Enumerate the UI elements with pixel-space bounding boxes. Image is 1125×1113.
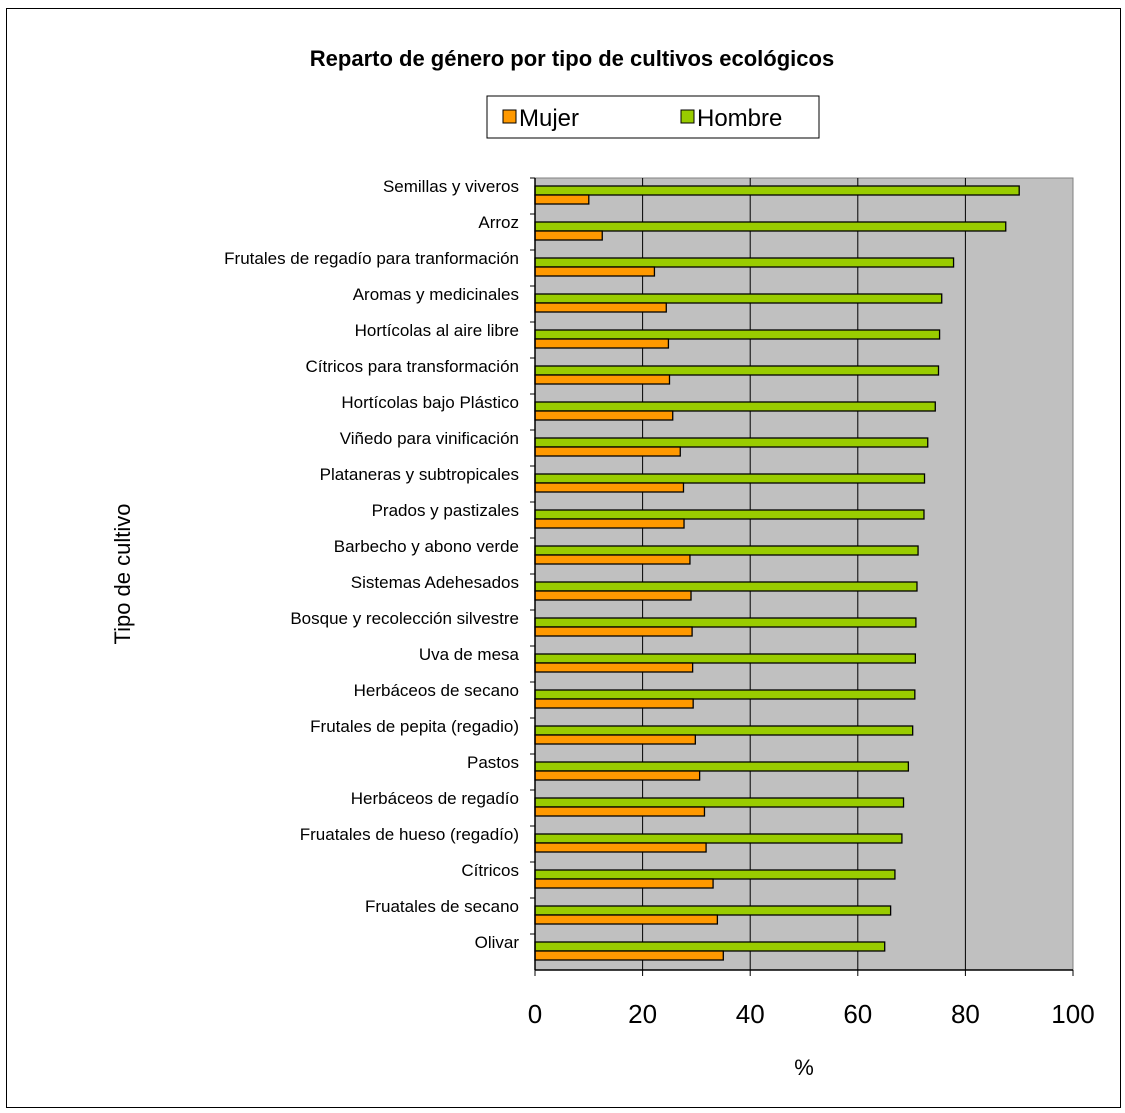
bar-hombre [534, 293, 943, 304]
bar-mujer [534, 626, 693, 637]
bar-hombre [534, 941, 886, 952]
category-label: Plataneras y subtropicales [320, 465, 519, 484]
bar-hombre [534, 545, 919, 556]
x-tick-label: 80 [951, 999, 980, 1029]
category-label: Aromas y medicinales [353, 285, 519, 304]
bar-hombre [534, 905, 892, 916]
legend-swatch-hombre [680, 109, 695, 124]
legend-swatch-mujer [502, 109, 517, 124]
bar-mujer [534, 590, 692, 601]
bar-mujer [534, 698, 694, 709]
bar-mujer [534, 842, 707, 853]
x-tick-label: 100 [1051, 999, 1094, 1029]
category-label: Pastos [467, 753, 519, 772]
bar-hombre [534, 257, 955, 268]
category-label: Olivar [475, 933, 520, 952]
bar-mujer [534, 338, 670, 349]
category-label: Herbáceos de secano [354, 681, 519, 700]
bars [534, 185, 1020, 961]
category-label: Frutales de pepita (regadio) [310, 717, 519, 736]
category-label: Bosque y recolección silvestre [290, 609, 519, 628]
bar-hombre [534, 617, 917, 628]
category-label: Cítricos para transformación [305, 357, 519, 376]
x-tick-labels: 0 20 40 60 80 100 [528, 970, 1095, 1029]
legend: Mujer Hombre [486, 95, 820, 139]
chart-title: Reparto de género por tipo de cultivos e… [310, 46, 834, 71]
bar-hombre [534, 473, 926, 484]
bar-mujer [534, 194, 590, 205]
bar-hombre [534, 365, 940, 376]
x-tick-label: 0 [528, 999, 542, 1029]
legend-label-mujer: Mujer [519, 105, 579, 132]
y-axis-title: Tipo de cultivo [110, 503, 135, 644]
bar-hombre [534, 509, 925, 520]
bar-hombre [534, 581, 918, 592]
bar-hombre [534, 797, 905, 808]
bar-hombre [534, 329, 941, 340]
bar-mujer [534, 518, 685, 529]
bar-hombre [534, 185, 1020, 196]
category-label: Sistemas Adehesados [351, 573, 519, 592]
bar-hombre [534, 653, 917, 664]
category-label: Semillas y viveros [383, 177, 519, 196]
category-label: Viñedo para vinificación [340, 429, 519, 448]
category-labels: Semillas y viveros Arroz Frutales de regad… [224, 177, 535, 952]
bar-hombre [534, 401, 936, 412]
category-label: Herbáceos de regadío [351, 789, 519, 808]
category-label: Fruatales de hueso (regadío) [300, 825, 519, 844]
bar-hombre [534, 437, 929, 448]
category-label: Cítricos [461, 861, 519, 880]
category-label: Fruatales de secano [365, 897, 519, 916]
legend-label-hombre: Hombre [697, 105, 782, 132]
bar-hombre [534, 761, 910, 772]
bar-hombre [534, 725, 914, 736]
x-tick-label: 20 [628, 999, 657, 1029]
category-label: Uva de mesa [419, 645, 520, 664]
bar-mujer [534, 770, 701, 781]
bar-hombre [534, 221, 1007, 232]
category-label: Hortícolas al aire libre [355, 321, 519, 340]
bar-mujer [534, 878, 714, 889]
bar-mujer [534, 374, 671, 385]
x-tick-label: 60 [843, 999, 872, 1029]
bar-mujer [534, 482, 685, 493]
bar-mujer [534, 662, 694, 673]
bar-mujer [534, 950, 724, 961]
bar-mujer [534, 266, 656, 277]
bar-hombre [534, 869, 896, 880]
category-label: Prados y pastizales [372, 501, 519, 520]
x-axis-title: % [794, 1055, 814, 1080]
bar-mujer [534, 554, 691, 565]
bar-mujer [534, 410, 674, 421]
category-label: Arroz [478, 213, 519, 232]
bar-mujer [534, 446, 681, 457]
legend-box [486, 95, 820, 139]
bar-mujer [534, 230, 603, 241]
bar-mujer [534, 734, 696, 745]
category-label: Frutales de regadío para tranformación [224, 249, 519, 268]
category-label: Barbecho y abono verde [334, 537, 519, 556]
category-label: Hortícolas bajo Plástico [341, 393, 519, 412]
bar-mujer [534, 914, 719, 925]
bar-mujer [534, 806, 706, 817]
x-tick-label: 40 [736, 999, 765, 1029]
bar-hombre [534, 833, 903, 844]
bar-hombre [534, 689, 916, 700]
bar-mujer [534, 302, 667, 313]
